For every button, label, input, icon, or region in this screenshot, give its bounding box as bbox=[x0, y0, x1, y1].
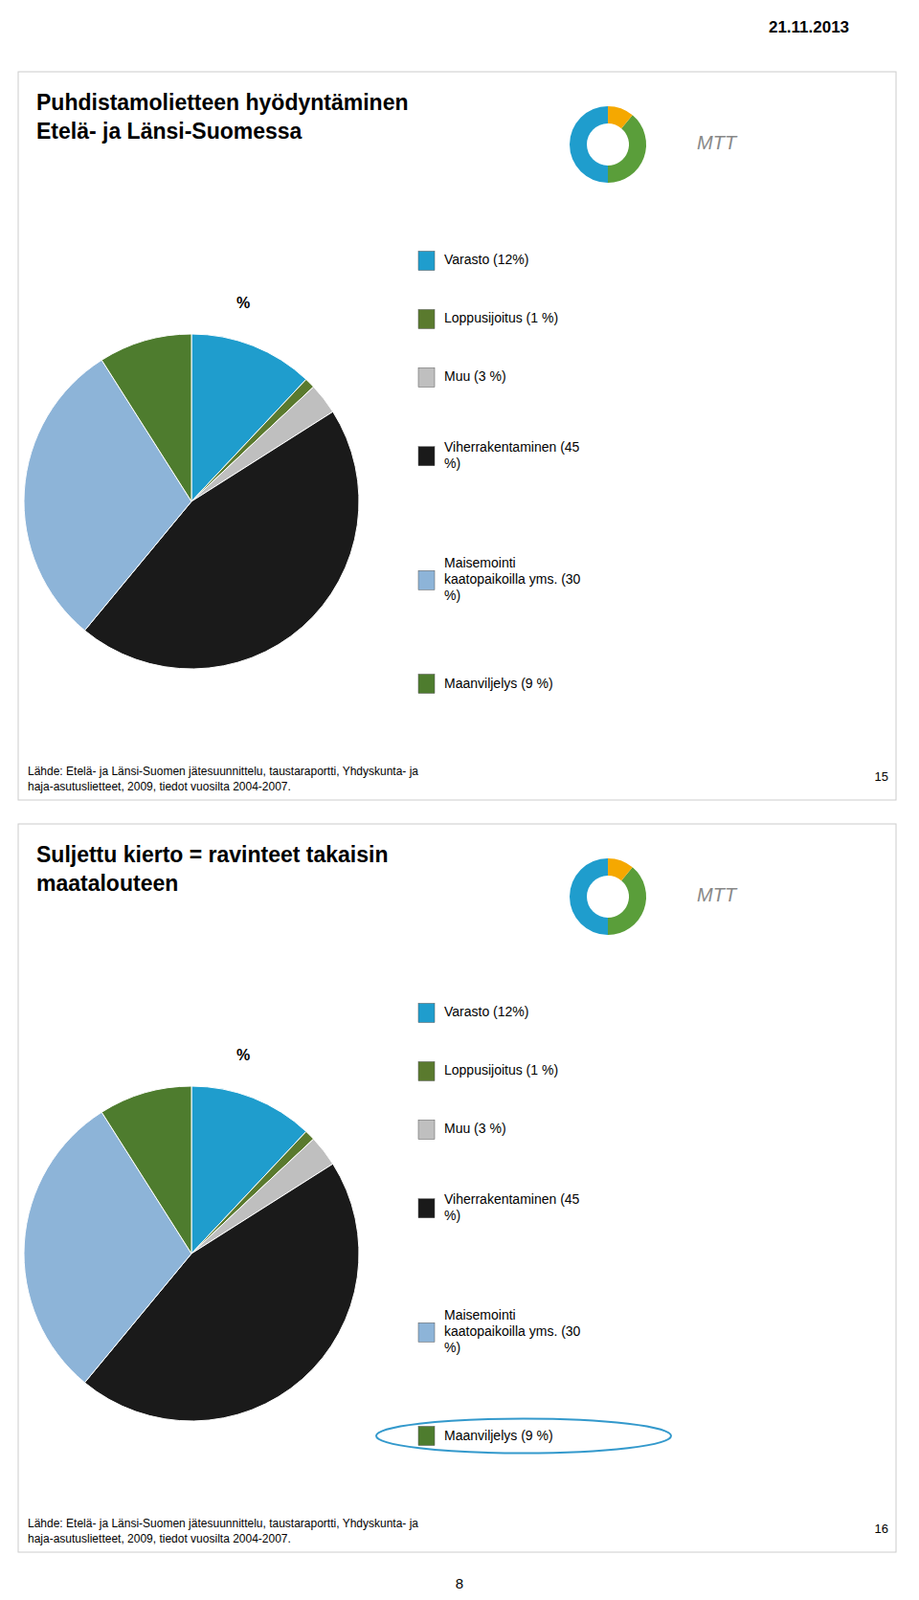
logo-arc bbox=[607, 114, 647, 183]
slide-number: 15 bbox=[874, 769, 889, 785]
legend-swatch bbox=[418, 250, 435, 270]
legend-label-line: %) bbox=[444, 587, 461, 604]
legend-label-line: Varasto (12%) bbox=[444, 251, 529, 268]
legend-label: Maisemointikaatopaikoilla yms. (30%) bbox=[444, 555, 582, 604]
source-text-line: haja-asutuslietteet, 2009, tiedot vuosil… bbox=[27, 1532, 292, 1547]
page: 21.11.2013 8 Puhdistamolietteen hyödyntämi… bbox=[0, 0, 919, 1600]
legend-label-line: %) bbox=[444, 455, 461, 471]
chart-title: Suljettu kierto = ravinteet takaisin maat… bbox=[36, 842, 388, 897]
chart-title-line: Etelä- ja Länsi-Suomessa bbox=[36, 118, 303, 144]
pie bbox=[23, 334, 359, 670]
legend-swatch bbox=[418, 447, 435, 467]
legend-label-line: %) bbox=[444, 1208, 461, 1224]
legend-swatch bbox=[418, 367, 435, 387]
chart-title-line: maatalouteen bbox=[36, 871, 179, 897]
pie bbox=[23, 1086, 359, 1422]
legend-swatch bbox=[418, 674, 435, 695]
date-text: 21.11.2013 bbox=[768, 18, 850, 37]
legend-label: Muu (3 %) bbox=[444, 368, 507, 384]
legend-label-line: kaatopaikoilla yms. (30 bbox=[444, 571, 582, 587]
legend-label: Muu (3 %) bbox=[444, 1120, 507, 1137]
legend-label: Maanviljelys (9 %) bbox=[444, 1427, 554, 1443]
chart-title-line: Suljettu kierto = ravinteet takaisin bbox=[36, 842, 388, 868]
logo-text: MTT bbox=[696, 132, 739, 154]
legend-label: Loppusijoitus (1 %) bbox=[444, 1062, 559, 1078]
legend-label: Loppusijoitus (1 %) bbox=[444, 310, 559, 326]
legend-swatch bbox=[418, 1427, 435, 1447]
pie-slice bbox=[101, 1086, 192, 1255]
logo-arc bbox=[569, 106, 608, 183]
legend-label: Viherrakentaminen (45%) bbox=[444, 439, 581, 471]
logo-arc bbox=[607, 106, 633, 129]
slide-panel: Puhdistamolietteen hyödyntäminen Etelä- j… bbox=[18, 71, 897, 801]
page-number: 8 bbox=[455, 1575, 464, 1592]
panel-frame bbox=[18, 71, 897, 801]
legend-swatch bbox=[418, 1061, 435, 1081]
legend-label-line: Viherrakentaminen (45 bbox=[444, 1191, 581, 1208]
percent-label: % bbox=[236, 294, 250, 312]
legend-label: Viherrakentaminen (45%) bbox=[444, 1191, 581, 1224]
legend-label: Varasto (12%) bbox=[444, 251, 529, 268]
legend-label: Varasto (12%) bbox=[444, 1004, 529, 1020]
legend-label-line: Muu (3 %) bbox=[444, 368, 507, 384]
legend-label: Maanviljelys (9 %) bbox=[444, 674, 554, 691]
legend-swatch bbox=[418, 309, 435, 329]
legend-label-line: Varasto (12%) bbox=[444, 1004, 529, 1020]
legend-swatch bbox=[418, 1120, 435, 1140]
source-text: Lähde: Etelä- ja Länsi-Suomen jätesuunni… bbox=[27, 1517, 419, 1547]
legend: Varasto (12%) Loppusijoitus (1 %) Muu (3 %… bbox=[376, 1003, 672, 1454]
legend-label-line: Loppusijoitus (1 %) bbox=[444, 1062, 559, 1078]
percent-label: % bbox=[236, 1047, 250, 1064]
chart-title: Puhdistamolietteen hyödyntäminen Etelä- j… bbox=[36, 89, 409, 144]
legend-label-line: Maisemointi bbox=[444, 1307, 516, 1323]
legend-label: Maisemointikaatopaikoilla yms. (30%) bbox=[444, 1307, 582, 1356]
legend-swatch bbox=[418, 1322, 435, 1343]
legend-label-line: Loppusijoitus (1 %) bbox=[444, 310, 559, 326]
highlight-ellipse bbox=[376, 1419, 672, 1455]
legend-label-line: Maisemointi bbox=[444, 555, 516, 571]
logo-text: MTT bbox=[696, 884, 739, 906]
legend-label-line: kaatopaikoilla yms. (30 bbox=[444, 1323, 582, 1340]
legend-label-line: Viherrakentaminen (45 bbox=[444, 439, 581, 455]
slide-panel: Suljettu kierto = ravinteet takaisin maat… bbox=[18, 824, 897, 1553]
legend-label-line: Maanviljelys (9 %) bbox=[444, 674, 554, 691]
logo bbox=[569, 106, 647, 183]
logo bbox=[569, 858, 647, 936]
source-text-line: haja-asutuslietteet, 2009, tiedot vuosil… bbox=[27, 780, 292, 794]
legend-label-line: Muu (3 %) bbox=[444, 1120, 507, 1137]
slide-number: 16 bbox=[874, 1522, 889, 1537]
logo-arc bbox=[607, 867, 647, 936]
legend-label-line: Maanviljelys (9 %) bbox=[444, 1427, 554, 1443]
legend-swatch bbox=[418, 1003, 435, 1023]
chart-title-line: Puhdistamolietteen hyödyntäminen bbox=[36, 89, 409, 115]
legend-label-line: %) bbox=[444, 1340, 461, 1356]
legend-swatch bbox=[418, 570, 435, 590]
legend-swatch bbox=[418, 1199, 435, 1219]
source-text: Lähde: Etelä- ja Länsi-Suomen jätesuunni… bbox=[27, 764, 419, 794]
legend: Varasto (12%) Loppusijoitus (1 %) Muu (3 %… bbox=[418, 250, 582, 694]
source-text-line: Lähde: Etelä- ja Länsi-Suomen jätesuunni… bbox=[27, 764, 419, 779]
panel-frame bbox=[18, 824, 897, 1553]
logo-arc bbox=[607, 858, 633, 881]
source-text-line: Lähde: Etelä- ja Länsi-Suomen jätesuunni… bbox=[27, 1517, 419, 1531]
pie-slice bbox=[101, 334, 192, 502]
logo-arc bbox=[569, 858, 608, 936]
